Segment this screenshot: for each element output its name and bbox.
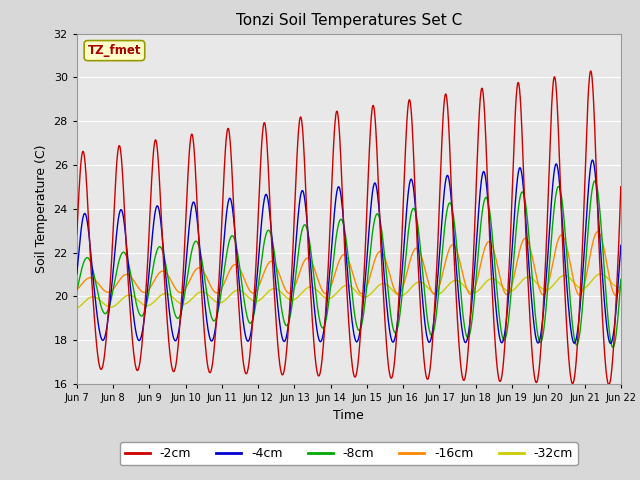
Title: Tonzi Soil Temperatures Set C: Tonzi Soil Temperatures Set C <box>236 13 462 28</box>
Text: TZ_fmet: TZ_fmet <box>88 44 141 57</box>
X-axis label: Time: Time <box>333 408 364 421</box>
Legend: -2cm, -4cm, -8cm, -16cm, -32cm: -2cm, -4cm, -8cm, -16cm, -32cm <box>120 443 578 465</box>
Y-axis label: Soil Temperature (C): Soil Temperature (C) <box>35 144 48 273</box>
